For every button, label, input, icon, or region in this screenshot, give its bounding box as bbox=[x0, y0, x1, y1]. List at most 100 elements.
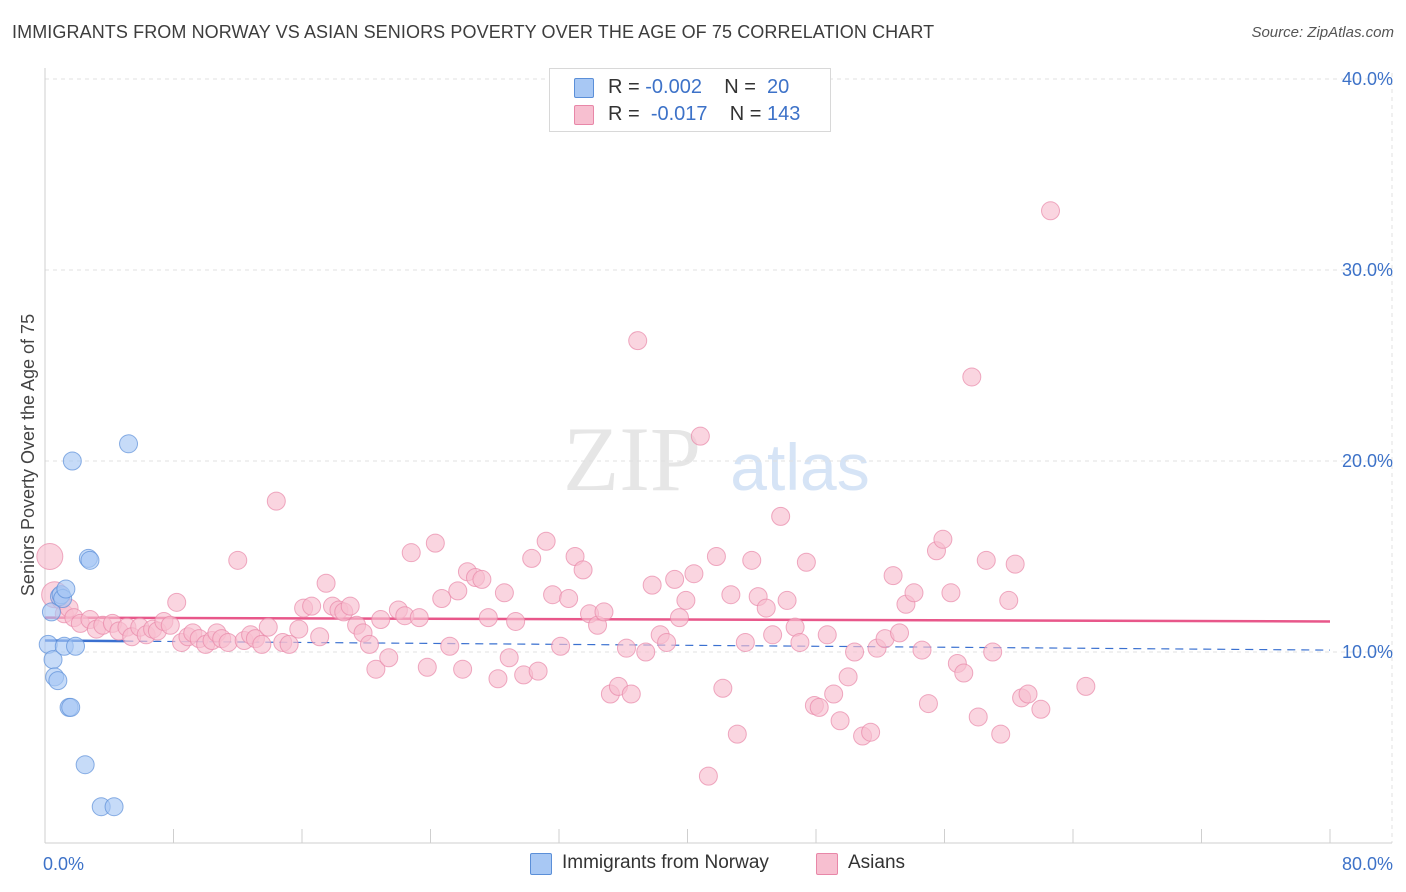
asian-point-19 bbox=[160, 615, 180, 635]
norway-point-14 bbox=[75, 755, 95, 775]
legend-norway-swatch bbox=[530, 853, 552, 875]
asian-point-78 bbox=[559, 589, 579, 609]
norway-point-12 bbox=[62, 451, 82, 471]
asian-point-100 bbox=[713, 678, 733, 698]
asian-point-29 bbox=[218, 632, 238, 652]
asian-point-75 bbox=[536, 531, 556, 551]
asian-point-57 bbox=[409, 608, 429, 628]
asian-point-69 bbox=[494, 583, 514, 603]
asian-point-86 bbox=[616, 638, 636, 658]
asian-point-93 bbox=[665, 569, 685, 589]
asian-point-88 bbox=[628, 331, 648, 351]
asian-point-53 bbox=[379, 648, 399, 668]
asian-point-76 bbox=[543, 585, 563, 605]
asian-point-98 bbox=[698, 766, 718, 786]
asians-n-value: 143 bbox=[767, 103, 801, 125]
asian-point-104 bbox=[742, 550, 762, 570]
asian-point-62 bbox=[448, 581, 468, 601]
asians-swatch bbox=[574, 105, 594, 125]
asian-point-52 bbox=[371, 610, 391, 630]
norway-r-value: -0.002 bbox=[645, 76, 702, 98]
asian-point-97 bbox=[690, 426, 710, 446]
asian-point-30 bbox=[228, 550, 248, 570]
asian-point-51 bbox=[366, 659, 386, 679]
asian-point-128 bbox=[912, 640, 932, 660]
asian-point-36 bbox=[266, 491, 286, 511]
asian-point-58 bbox=[417, 657, 437, 677]
norway-point-16 bbox=[80, 550, 100, 570]
tick-labels: 10.0% 20.0% 30.0% 40.0% 0.0% 80.0% bbox=[43, 69, 1393, 874]
asian-point-87 bbox=[621, 684, 641, 704]
legend-asians-label: Asians bbox=[848, 852, 906, 873]
asian-point-0 bbox=[36, 543, 64, 570]
asians-n-label: N = bbox=[729, 103, 762, 125]
asian-point-67 bbox=[478, 608, 498, 628]
asians-r-value: -0.017 bbox=[650, 103, 708, 125]
x-tick-label-max: 80.0% bbox=[1342, 854, 1393, 874]
asian-point-94 bbox=[669, 608, 689, 628]
asian-point-114 bbox=[809, 697, 829, 717]
asian-point-71 bbox=[506, 611, 526, 631]
watermark-atlas: atlas bbox=[730, 430, 869, 504]
asian-point-111 bbox=[790, 632, 810, 652]
asian-point-103 bbox=[735, 632, 755, 652]
x-tick-label-min: 0.0% bbox=[43, 854, 84, 874]
asian-point-134 bbox=[954, 663, 974, 683]
asian-point-102 bbox=[727, 724, 747, 744]
asian-point-63 bbox=[453, 659, 473, 679]
asian-point-92 bbox=[657, 632, 677, 652]
asian-point-77 bbox=[551, 636, 571, 656]
asian-point-38 bbox=[279, 634, 299, 654]
data-points bbox=[36, 201, 1096, 817]
norway-swatch bbox=[574, 78, 594, 98]
asian-point-70 bbox=[499, 648, 519, 668]
asian-point-96 bbox=[684, 564, 704, 584]
norway-trend-dashed bbox=[125, 640, 1331, 651]
y-tick-label-3: 40.0% bbox=[1342, 69, 1393, 89]
asian-point-139 bbox=[991, 724, 1011, 744]
asian-point-132 bbox=[941, 583, 961, 603]
asian-point-20 bbox=[167, 592, 187, 612]
asian-point-144 bbox=[1031, 699, 1051, 719]
y-tick-label-0: 10.0% bbox=[1342, 642, 1393, 662]
watermark-zip: ZIP bbox=[563, 408, 701, 510]
asian-point-108 bbox=[771, 506, 791, 526]
asian-point-74 bbox=[528, 661, 548, 681]
asian-point-60 bbox=[432, 589, 452, 609]
asian-point-140 bbox=[999, 590, 1019, 610]
asian-point-80 bbox=[573, 560, 593, 580]
asian-point-136 bbox=[968, 707, 988, 727]
asian-point-127 bbox=[904, 583, 924, 603]
asian-point-50 bbox=[359, 634, 379, 654]
asian-point-61 bbox=[440, 636, 460, 656]
y-tick-label-1: 20.0% bbox=[1342, 451, 1393, 471]
asian-point-131 bbox=[933, 529, 953, 549]
asian-point-115 bbox=[817, 625, 837, 645]
asians-r-label: R = bbox=[608, 103, 640, 125]
asian-point-119 bbox=[845, 642, 865, 662]
asian-point-42 bbox=[310, 627, 330, 647]
legend-norway-label: Immigrants from Norway bbox=[562, 852, 769, 873]
source-label: Source: ZipAtlas.com bbox=[1251, 24, 1394, 41]
chart-title: IMMIGRANTS FROM NORWAY VS ASIAN SENIORS … bbox=[12, 22, 935, 42]
asian-point-143 bbox=[1018, 684, 1038, 704]
grid-lines bbox=[45, 73, 1393, 843]
norway-point-19 bbox=[119, 434, 139, 454]
asian-point-129 bbox=[918, 694, 938, 714]
norway-point-9 bbox=[56, 579, 76, 599]
asian-point-83 bbox=[594, 602, 614, 622]
asian-point-73 bbox=[522, 548, 542, 568]
zipatlas-watermark: ZIP atlas bbox=[563, 408, 870, 510]
norway-r-label: R = bbox=[608, 76, 640, 98]
asian-point-39 bbox=[289, 619, 309, 639]
asian-point-135 bbox=[962, 367, 982, 387]
asian-point-146 bbox=[1076, 676, 1096, 696]
asian-point-145 bbox=[1041, 201, 1061, 221]
asian-point-41 bbox=[302, 596, 322, 616]
norway-point-11 bbox=[61, 697, 81, 717]
asian-point-99 bbox=[706, 547, 726, 566]
asian-point-107 bbox=[763, 625, 783, 645]
asian-point-118 bbox=[838, 667, 858, 687]
norway-n-value: 20 bbox=[767, 76, 790, 98]
